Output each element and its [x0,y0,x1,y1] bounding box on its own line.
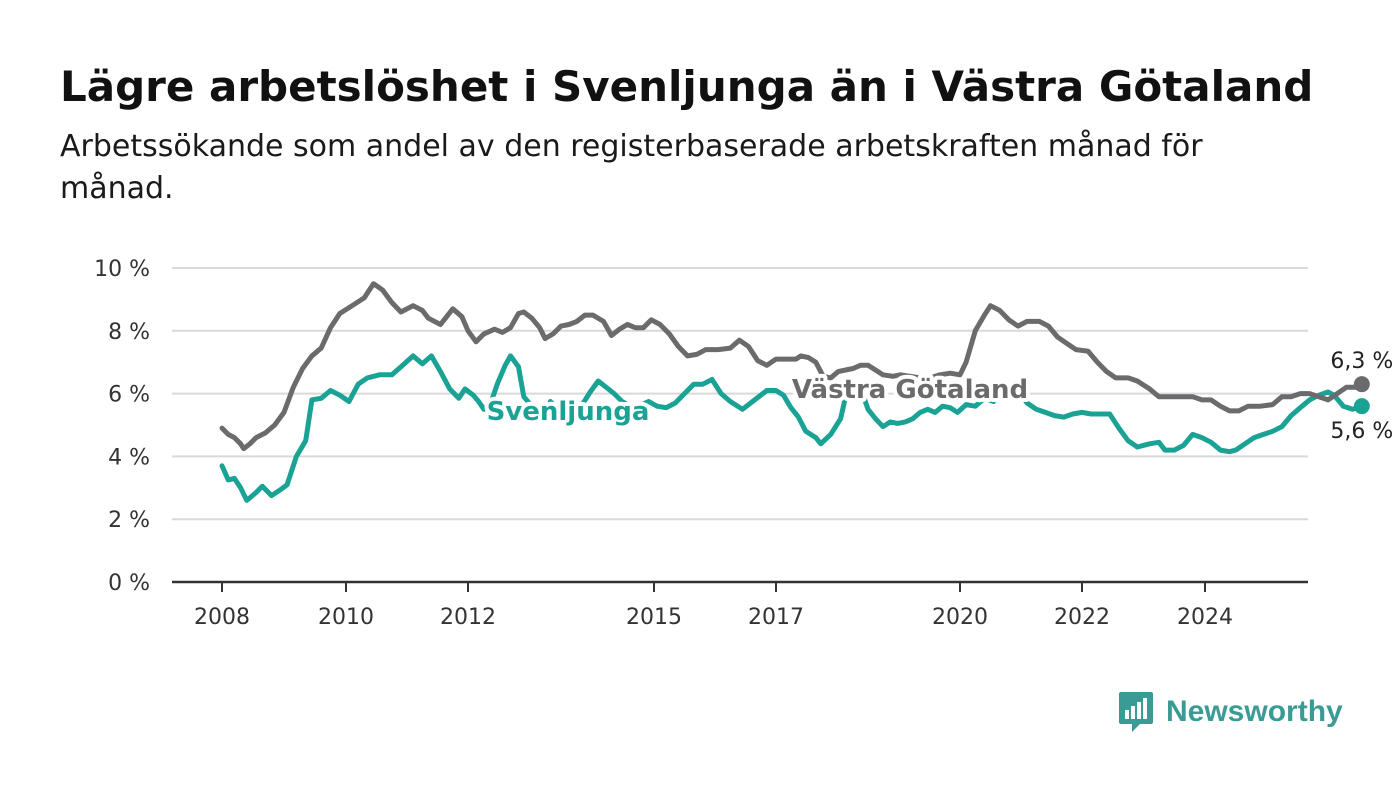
newsworthy-logo-icon [1118,690,1154,734]
brand-logo[interactable]: Newsworthy [1118,690,1343,734]
y-tick-label: 10 % [94,257,150,282]
y-tick-label: 6 % [108,383,150,408]
x-tick-label: 2024 [1177,605,1233,630]
brand-name: Newsworthy [1166,695,1343,728]
series-label-vastra-gotaland: Västra Götaland [792,375,1028,405]
series-label-svenljunga: Svenljunga [487,397,650,427]
series-line-svenljunga [219,353,1365,503]
x-tick-label: 2015 [626,605,682,630]
y-tick-label: 0 % [108,571,150,596]
x-tick-label: 2008 [194,605,250,630]
chart-subtitle: Arbetssökande som andel av den registerb… [60,129,1203,206]
series-line-vastra-gotaland [219,281,1365,452]
y-tick-label: 4 % [108,445,150,470]
y-tick-label: 2 % [108,508,150,533]
chart-title: Lägre arbetslöshet i Svenljunga än i Väs… [60,62,1314,111]
y-tick-label: 8 % [108,320,150,345]
x-tick-label: 2012 [440,605,496,630]
x-tick-label: 2017 [748,605,804,630]
end-point-vastra-gotaland [1353,376,1370,393]
x-tick-label: 2010 [318,605,374,630]
end-point-svenljunga [1353,398,1370,415]
x-tick-label: 2020 [932,605,988,630]
end-label-svenljunga: 5,6 % [1330,419,1393,444]
x-tick-label: 2022 [1054,605,1110,630]
end-label-vastra-gotaland: 6,3 % [1330,349,1393,374]
